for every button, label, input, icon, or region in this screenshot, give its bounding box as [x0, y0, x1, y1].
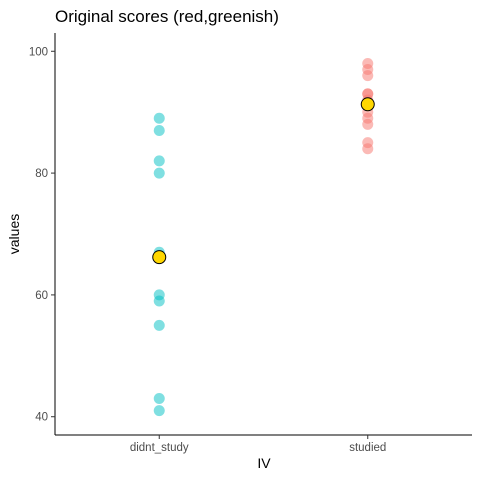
x-axis-title: IV: [257, 455, 271, 471]
x-tick-label: didnt_study: [130, 442, 189, 454]
means-layer: [153, 98, 375, 264]
chart-title: Original scores (red,greenish): [55, 7, 279, 26]
data-point: [154, 125, 165, 136]
mean-point: [153, 251, 166, 264]
y-tick-label: 100: [29, 46, 48, 58]
x-tick-label: studied: [349, 442, 386, 454]
data-point: [154, 393, 165, 404]
y-tick-label: 40: [35, 412, 48, 424]
y-tick-label: 60: [35, 290, 48, 302]
data-point: [154, 296, 165, 307]
data-point: [154, 405, 165, 416]
points-layer: [154, 58, 374, 416]
plot-area: [153, 58, 375, 416]
y-axis-ticks: 40 60 80 100: [29, 46, 55, 423]
data-point: [154, 155, 165, 166]
data-point: [154, 113, 165, 124]
data-point: [362, 143, 373, 154]
data-point: [362, 70, 373, 81]
mean-point: [361, 98, 374, 111]
data-point: [362, 119, 373, 130]
y-tick-label: 80: [35, 168, 48, 180]
data-point: [154, 168, 165, 179]
y-axis-title: values: [6, 214, 22, 254]
data-point: [154, 320, 165, 331]
x-axis-ticks: didnt_study studied: [130, 435, 386, 454]
